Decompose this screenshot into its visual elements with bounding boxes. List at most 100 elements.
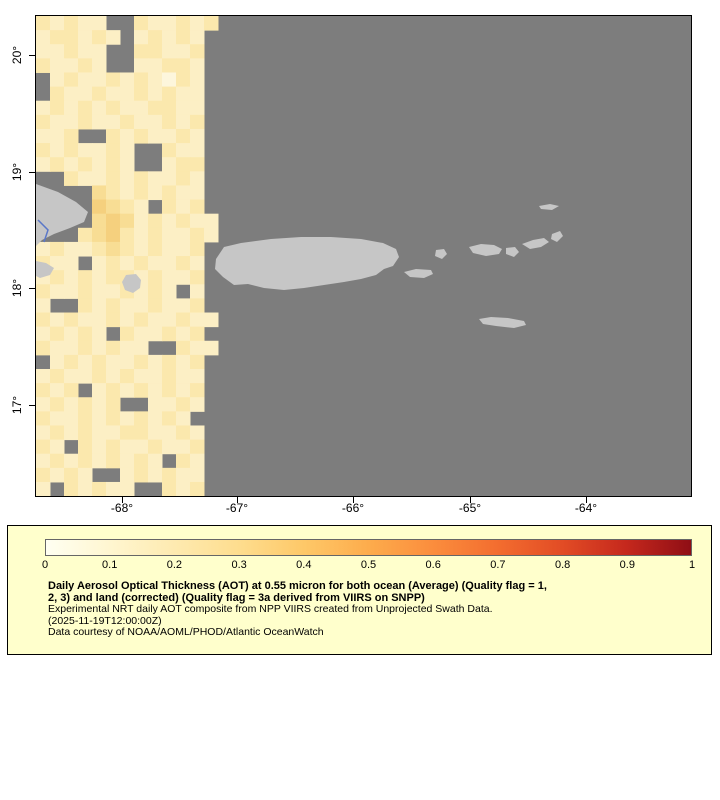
aot-data-pixel (92, 143, 107, 158)
aot-data-pixel (78, 439, 93, 455)
aot-data-pixel (190, 185, 205, 201)
aot-data-pixel (92, 411, 107, 426)
aot-data-pixel (120, 383, 135, 398)
caption-title-line2: 2, 3) and land (corrected) (Quality flag… (48, 592, 425, 604)
aot-data-pixel (134, 439, 149, 455)
aot-data-pixel (106, 199, 121, 215)
aot-data-pixel (92, 453, 107, 469)
aot-data-pixel (78, 100, 93, 116)
aot-data-pixel (162, 213, 177, 229)
aot-data-pixel (50, 128, 65, 144)
aot-data-pixel (36, 157, 51, 172)
aot-data-pixel (190, 72, 205, 88)
colorbar-tick-0-4: 0.4 (296, 559, 312, 571)
aot-data-pixel (106, 227, 121, 243)
island-culebra (435, 249, 447, 259)
aot-data-pixel (134, 453, 149, 469)
aot-data-pixel (190, 143, 205, 158)
aot-data-pixel (64, 58, 79, 73)
aot-data-pixel (162, 86, 177, 102)
aot-data-pixel (78, 270, 93, 285)
aot-data-pixel (106, 383, 121, 398)
aot-data-pixel (50, 397, 65, 412)
aot-data-pixel (92, 241, 107, 257)
aot-data-pixel (190, 369, 205, 384)
aot-data-pixel (176, 312, 191, 328)
lon-tick-64 (586, 497, 587, 503)
aot-data-pixel (162, 44, 177, 59)
aot-data-pixel (148, 72, 163, 88)
aot-data-pixel (190, 213, 205, 229)
aot-data-pixel (134, 128, 149, 144)
map-canvas (36, 16, 691, 496)
aot-data-pixel (176, 30, 191, 45)
colorbar-tick-0: 0 (41, 559, 49, 571)
aot-data-pixel (162, 114, 177, 130)
aot-data-pixel (120, 439, 135, 455)
aot-data-pixel (134, 213, 149, 229)
aot-data-pixel (36, 425, 51, 441)
aot-data-pixel (190, 199, 205, 215)
aot-data-pixel (120, 298, 135, 314)
aot-data-pixel (120, 467, 135, 483)
aot-data-pixel (176, 213, 191, 229)
aot-data-pixel (176, 44, 191, 59)
aot-data-pixel (64, 284, 79, 299)
aot-data-pixel (176, 199, 191, 215)
aot-data-pixel (162, 16, 177, 31)
aot-data-pixel (120, 143, 135, 158)
aot-data-pixel (36, 284, 51, 299)
aot-data-pixel (92, 256, 107, 271)
aot-data-pixel (50, 100, 65, 116)
aot-data-pixel (78, 171, 93, 186)
aot-data-pixel (64, 340, 79, 356)
aot-data-pixel (36, 128, 51, 144)
aot-data-pixel (148, 227, 163, 243)
island-vieques (404, 269, 433, 278)
aot-data-pixel (190, 114, 205, 130)
aot-data-pixel (148, 453, 163, 469)
aot-data-pixel (50, 425, 65, 441)
aot-data-pixel (176, 58, 191, 73)
aot-data-pixel (50, 44, 65, 59)
aot-data-pixel (36, 114, 51, 130)
aot-data-pixel (134, 16, 149, 31)
aot-data-pixel (92, 270, 107, 285)
aot-data-pixel (148, 397, 163, 412)
aot-data-pixel (162, 227, 177, 243)
aot-data-pixel (36, 369, 51, 384)
lat-tick-19 (29, 172, 35, 173)
aot-data-pixel (50, 340, 65, 356)
aot-data-pixel (92, 100, 107, 116)
aot-data-pixel (36, 241, 51, 257)
lon-tick-66 (353, 497, 354, 503)
aot-data-pixel (134, 241, 149, 257)
aot-data-pixel (148, 369, 163, 384)
aot-data-pixel (204, 312, 219, 328)
aot-data-pixel (148, 114, 163, 130)
aot-data-pixel (92, 86, 107, 102)
aot-data-pixel (176, 326, 191, 342)
aot-data-pixel (78, 467, 93, 483)
aot-data-pixel (78, 411, 93, 426)
aot-data-pixel (78, 72, 93, 88)
aot-data-pixel (92, 157, 107, 172)
aot-data-pixel (64, 411, 79, 426)
lon-label-67: -67° (225, 501, 249, 515)
aot-data-pixel (36, 326, 51, 342)
aot-data-pixel (162, 100, 177, 116)
aot-data-pixel (50, 369, 65, 384)
aot-data-pixel (36, 100, 51, 116)
lat-tick-18 (29, 288, 35, 289)
aot-data-pixel (64, 143, 79, 158)
aot-data-pixel (36, 58, 51, 73)
aot-data-pixel (190, 241, 205, 257)
aot-data-pixel (64, 86, 79, 102)
aot-data-pixel (134, 86, 149, 102)
aot-data-pixel (78, 143, 93, 158)
aot-data-pixel (162, 481, 177, 496)
aot-data-pixel (190, 171, 205, 186)
aot-data-pixel (134, 326, 149, 342)
island-st-thomas (469, 244, 502, 256)
aot-data-pixel (148, 86, 163, 102)
